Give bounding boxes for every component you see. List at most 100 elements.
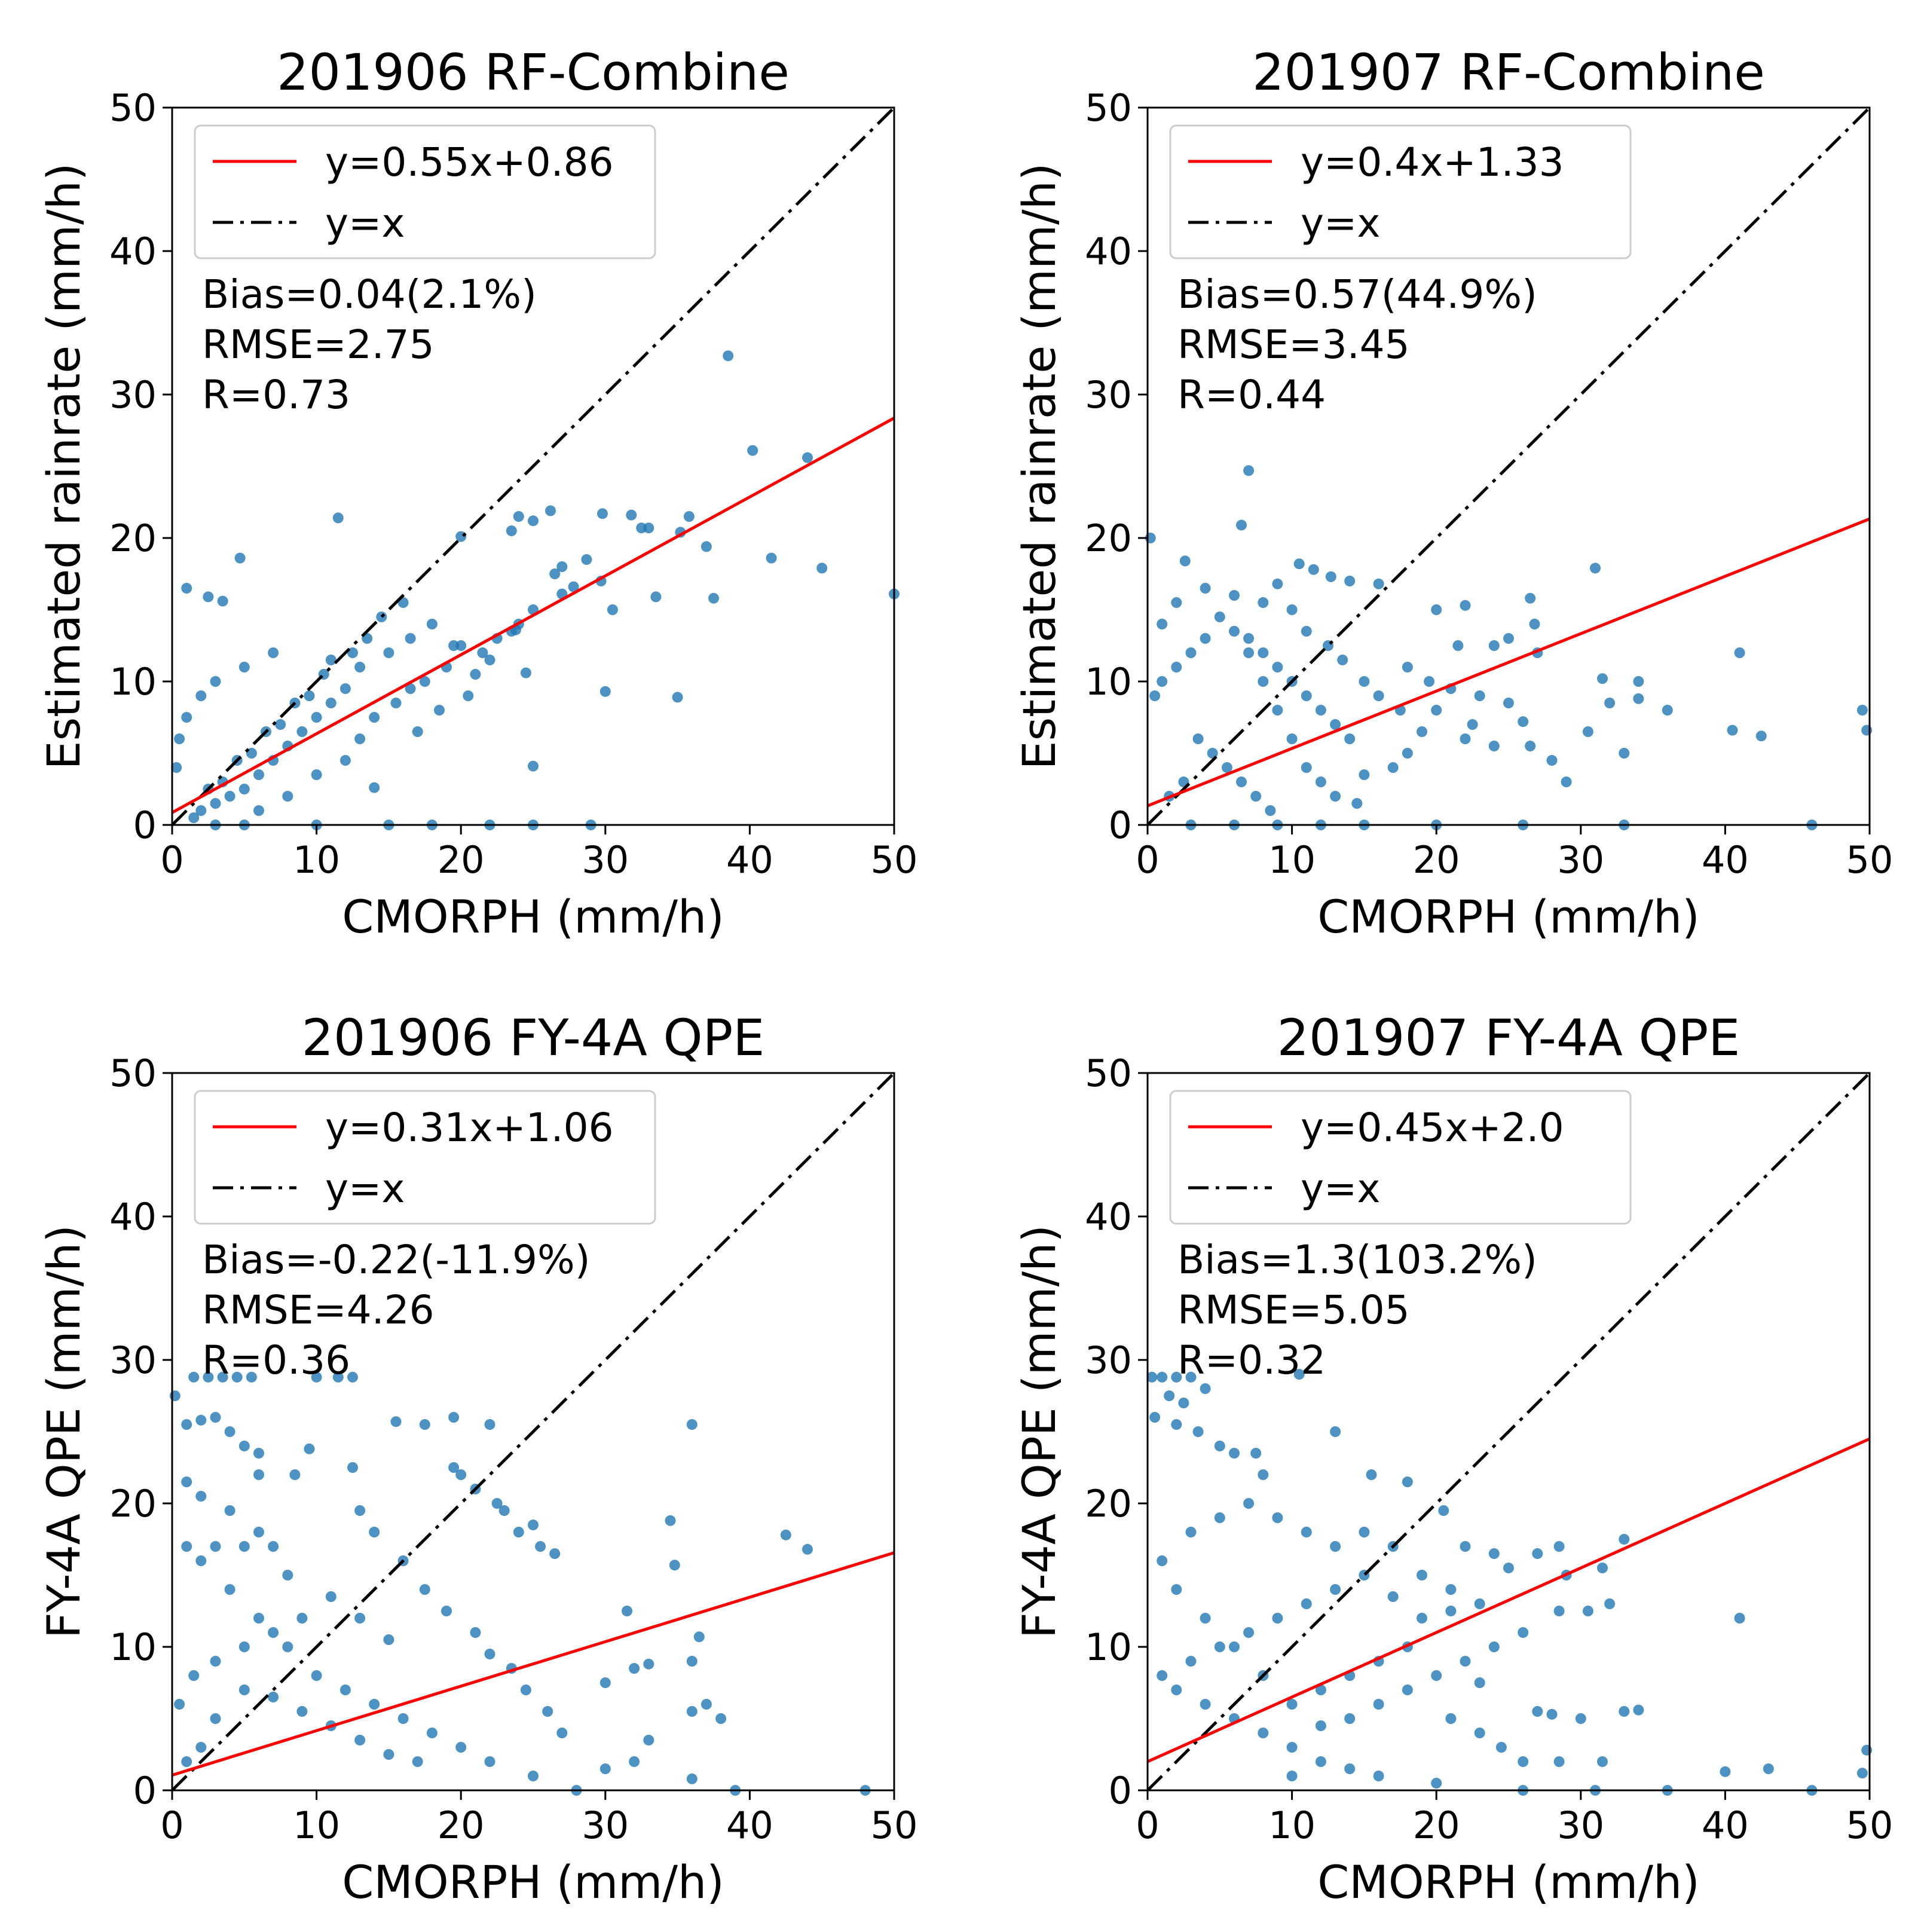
scatter-point xyxy=(528,1520,539,1530)
scatter-point xyxy=(1359,676,1370,687)
scatter-point xyxy=(1185,1527,1197,1537)
scatter-point xyxy=(171,762,182,773)
y-axis-label: FY-4A QPE (mm/h) xyxy=(37,1225,90,1638)
scatter-point xyxy=(802,452,813,463)
scatter-point xyxy=(210,798,221,809)
scatter-point xyxy=(1243,1627,1255,1638)
y-tick-label: 10 xyxy=(109,1625,157,1669)
scatter-point xyxy=(1662,705,1673,716)
scatter-point xyxy=(347,1462,358,1473)
scatter-point xyxy=(296,726,308,737)
panel-title: 201907 FY-4A QPE xyxy=(1277,1008,1740,1067)
scatter-point xyxy=(354,1505,366,1516)
legend-identity-label: y=x xyxy=(325,200,405,246)
scatter-point xyxy=(1229,1448,1240,1459)
scatter-point xyxy=(1229,1641,1240,1652)
scatter-point xyxy=(405,633,416,644)
scatter-point xyxy=(1488,1641,1500,1652)
scatter-point xyxy=(1250,1448,1262,1459)
scatter-point xyxy=(1344,1713,1356,1724)
fit-line xyxy=(172,417,894,814)
scatter-point xyxy=(1214,1512,1225,1523)
y-tick-label: 10 xyxy=(1085,1625,1132,1669)
scatter-point xyxy=(1431,1778,1442,1789)
y-tick-label: 40 xyxy=(109,230,157,273)
scatter-point xyxy=(643,1658,654,1670)
scatter-point xyxy=(174,733,185,744)
scatter-point xyxy=(224,1505,235,1516)
scatter-point xyxy=(1619,748,1630,759)
scatter-point xyxy=(1344,733,1356,744)
scatter-point xyxy=(528,1771,539,1781)
stat-line: R=0.36 xyxy=(202,1337,350,1383)
scatter-point xyxy=(1633,676,1644,687)
y-tick-label: 50 xyxy=(1085,86,1132,130)
scatter-series xyxy=(1146,1369,1873,1796)
scatter-point xyxy=(224,1584,235,1595)
y-tick-label: 50 xyxy=(109,1051,157,1095)
scatter-point xyxy=(268,1692,279,1702)
scatter-point xyxy=(419,676,430,687)
scatter-point xyxy=(599,1763,611,1774)
scatter-point xyxy=(723,350,734,362)
scatter-point xyxy=(1474,1598,1485,1609)
scatter-point xyxy=(1856,705,1868,716)
scatter-point xyxy=(1503,1563,1514,1573)
scatter-series xyxy=(169,1371,871,1796)
scatter-point xyxy=(332,512,344,524)
scatter-point xyxy=(224,1426,235,1437)
scatter-point xyxy=(1373,578,1384,589)
scatter-point xyxy=(369,782,380,793)
scatter-point xyxy=(1171,1371,1182,1383)
legend-identity-label: y=x xyxy=(325,1166,405,1212)
scatter-point xyxy=(1214,1441,1225,1451)
scatter-point xyxy=(1727,724,1738,736)
scatter-point xyxy=(238,1641,250,1652)
legend-fit-label: y=0.31x+1.06 xyxy=(325,1105,614,1151)
panel-title: 201906 RF-Combine xyxy=(277,43,790,102)
legend-fit-label: y=0.55x+0.86 xyxy=(325,139,614,185)
scatter-point xyxy=(296,1706,308,1717)
legend-box xyxy=(194,124,656,259)
scatter-point xyxy=(1229,590,1240,601)
identity-line xyxy=(172,108,894,825)
scatter-point xyxy=(311,712,322,723)
legend-fit-label: y=0.45x+2.0 xyxy=(1301,1105,1564,1151)
scatter-point xyxy=(665,1515,676,1526)
x-axis-label: CMORPH (mm/h) xyxy=(342,890,724,943)
scatter-point xyxy=(1546,1708,1558,1720)
scatter-point xyxy=(369,1527,380,1537)
y-tick-label: 40 xyxy=(109,1195,157,1239)
scatter-point xyxy=(1200,583,1211,594)
scatter-point xyxy=(636,522,647,534)
scatter-point xyxy=(339,683,351,694)
scatter-series xyxy=(1145,465,1873,830)
scatter-point xyxy=(1518,1756,1529,1767)
scatter-point xyxy=(1301,690,1312,701)
scatter-point xyxy=(1286,733,1298,744)
x-tick-label: 10 xyxy=(293,838,340,882)
scatter-point xyxy=(383,1749,394,1760)
scatter-point xyxy=(556,561,568,572)
scatter-point xyxy=(629,1756,640,1767)
scatter-point xyxy=(1214,1641,1225,1652)
y-tick-label: 30 xyxy=(1085,1338,1132,1382)
axes-frame xyxy=(1146,106,1871,826)
y-tick-label: 0 xyxy=(133,803,157,847)
scatter-point xyxy=(686,1773,698,1784)
scatter-point xyxy=(1503,633,1514,644)
scatter-point xyxy=(1200,1613,1211,1624)
scatter-point xyxy=(470,669,481,680)
scatter-point xyxy=(1431,604,1442,615)
scatter-point xyxy=(1417,1570,1427,1581)
scatter-point xyxy=(1474,1728,1485,1738)
scatter-point xyxy=(498,1505,510,1516)
scatter-point xyxy=(210,1656,221,1667)
x-tick-label: 40 xyxy=(726,838,773,882)
scatter-point xyxy=(1402,748,1413,759)
legend: y=0.4x+1.33 y=x xyxy=(1169,124,1632,259)
scatter-point xyxy=(715,1713,727,1724)
scatter-point xyxy=(210,676,221,687)
scatter-point xyxy=(268,1627,279,1638)
scatter-point xyxy=(181,1541,192,1552)
